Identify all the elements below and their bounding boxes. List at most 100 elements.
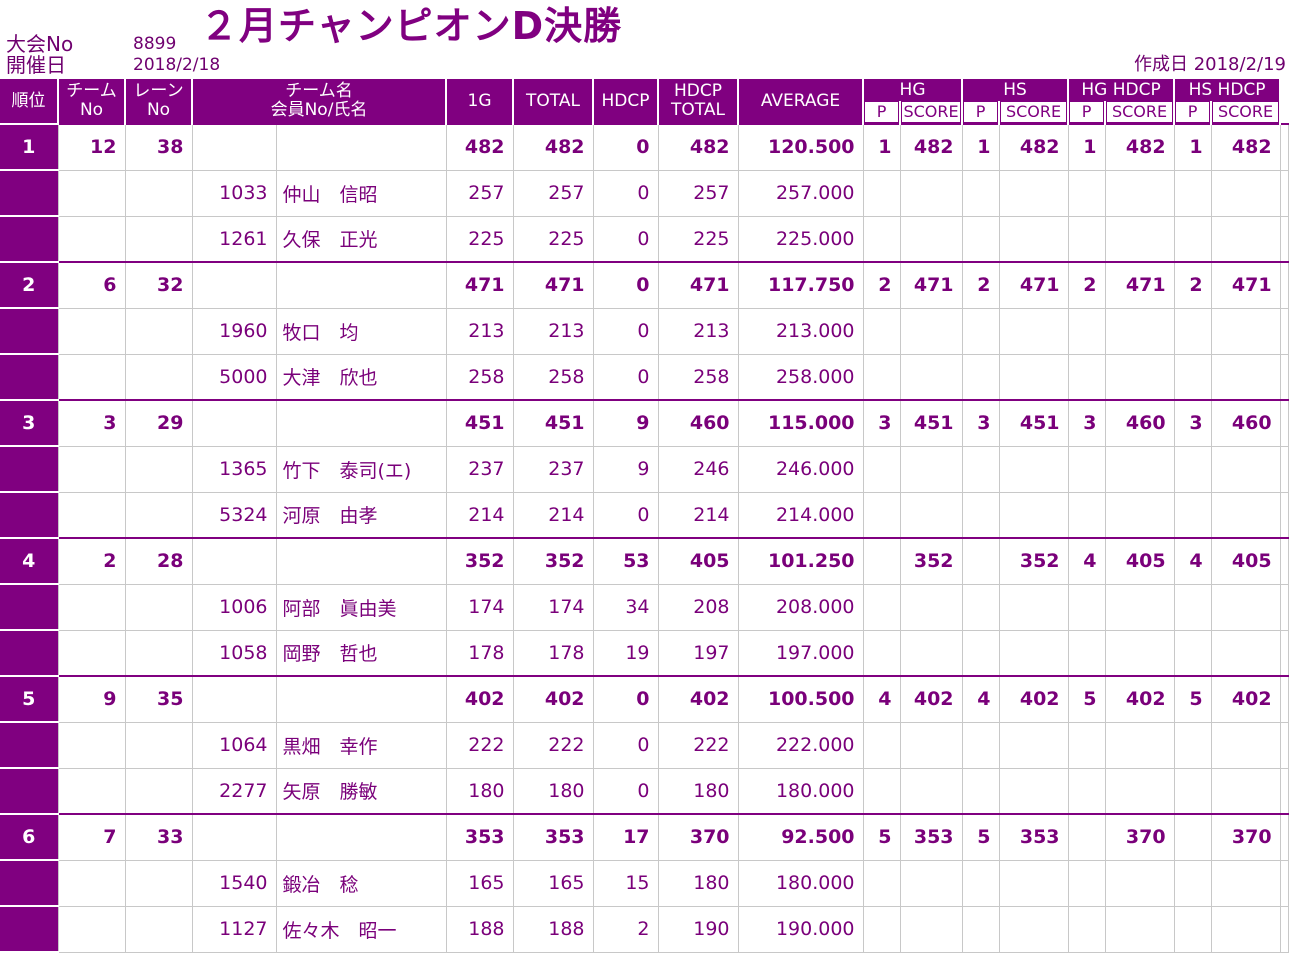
member-no-cell: 1006 [191, 583, 277, 631]
empty-cell [899, 629, 963, 677]
total-cell: 258 [512, 353, 594, 401]
member-row: 1960 牧口 均 213 213 0 213 213.000 [0, 307, 1289, 355]
team-no-cell [57, 169, 126, 217]
total-cell: 482 [512, 123, 594, 171]
col-hsh-p: P [1173, 101, 1212, 124]
average-cell: 180.000 [737, 859, 864, 907]
member-name-cell: 佐々木 昭一 [275, 905, 447, 953]
empty-cell [1067, 905, 1106, 953]
team-no-cell: 7 [57, 813, 126, 861]
empty-cell [1210, 767, 1281, 815]
member-no-cell [191, 261, 277, 309]
team-no-cell: 3 [57, 399, 126, 447]
average-cell: 92.500 [737, 813, 864, 861]
col-hgh-score: SCORE [1104, 101, 1175, 124]
hg-hdcp-p-cell: 2 [1067, 261, 1106, 309]
col-team-name: チーム名 会員No/氏名 [190, 79, 447, 124]
total-cell: 471 [512, 261, 594, 309]
member-no-cell: 1058 [191, 629, 277, 677]
empty-cell [998, 721, 1069, 769]
empty-cell [998, 491, 1069, 539]
empty-cell [862, 905, 901, 953]
member-name-cell: 黒畑 幸作 [275, 721, 447, 769]
col-hg-p: P [862, 101, 901, 124]
event-date: 2018/2/18 [133, 55, 221, 75]
empty-cell [862, 721, 901, 769]
col-lane-no: レーン No [124, 79, 192, 124]
col-hs: HS [961, 79, 1069, 101]
hs-score-cell: 482 [998, 123, 1069, 171]
empty-cell [862, 859, 901, 907]
hdcp-cell: 0 [592, 491, 659, 539]
row-tail [1279, 353, 1289, 401]
rank-cell [0, 584, 58, 631]
hdcp-cell: 0 [592, 261, 659, 309]
g1-cell: 174 [445, 583, 514, 631]
empty-cell [1210, 353, 1281, 401]
lane-no-cell [124, 307, 193, 355]
total-cell: 180 [512, 767, 594, 815]
empty-cell [1210, 491, 1281, 539]
g1-cell: 178 [445, 629, 514, 677]
hs-hdcp-score-cell: 370 [1210, 813, 1281, 861]
empty-cell [961, 491, 1000, 539]
total-cell: 353 [512, 813, 594, 861]
total-cell: 165 [512, 859, 594, 907]
hs-score-cell: 353 [998, 813, 1069, 861]
rank-cell [0, 216, 58, 263]
team-no-cell [57, 215, 126, 263]
empty-cell [1067, 859, 1106, 907]
hs-hdcp-score-cell: 402 [1210, 675, 1281, 723]
member-row: 1058 岡野 哲也 178 178 19 197 197.000 [0, 629, 1289, 677]
col-hs-score: SCORE [998, 101, 1069, 124]
row-tail [1279, 767, 1289, 815]
total-cell: 352 [512, 537, 594, 585]
member-no-cell: 5324 [191, 491, 277, 539]
empty-cell [998, 767, 1069, 815]
hg-hdcp-p-cell: 1 [1067, 123, 1106, 171]
hs-p-cell [961, 537, 1000, 585]
average-cell: 246.000 [737, 445, 864, 493]
member-no-cell [191, 813, 277, 861]
empty-cell [1104, 307, 1175, 355]
hg-score-cell: 353 [899, 813, 963, 861]
col-hg: HG [862, 79, 963, 101]
empty-cell [1067, 445, 1106, 493]
member-no-cell: 1365 [191, 445, 277, 493]
hs-p-cell: 2 [961, 261, 1000, 309]
empty-cell [899, 169, 963, 217]
hdcp-total-cell: 180 [657, 859, 739, 907]
g1-cell: 352 [445, 537, 514, 585]
empty-cell [1067, 215, 1106, 263]
hdcp-cell: 0 [592, 307, 659, 355]
empty-cell [862, 629, 901, 677]
hdcp-total-cell: 482 [657, 123, 739, 171]
row-tail [1279, 675, 1289, 723]
rank-cell [0, 768, 58, 815]
g1-cell: 188 [445, 905, 514, 953]
empty-cell [1104, 767, 1175, 815]
team-row: 2 6 32 471 471 0 471 117.750 2 471 2 471 2 471 2 471 [0, 261, 1289, 309]
team-no-cell [57, 307, 126, 355]
lane-no-cell: 28 [124, 537, 193, 585]
empty-cell [899, 307, 963, 355]
lane-no-cell [124, 491, 193, 539]
g1-cell: 165 [445, 859, 514, 907]
rank-cell [0, 860, 58, 907]
team-no-cell [57, 583, 126, 631]
total-cell: 178 [512, 629, 594, 677]
team-no-cell [57, 491, 126, 539]
g1-cell: 257 [445, 169, 514, 217]
empty-cell [862, 491, 901, 539]
row-tail [1279, 905, 1289, 953]
empty-cell [1173, 353, 1212, 401]
empty-cell [1067, 767, 1106, 815]
member-row: 1064 黒畑 幸作 222 222 0 222 222.000 [0, 721, 1289, 769]
hg-hdcp-score-cell: 370 [1104, 813, 1175, 861]
row-tail [1279, 537, 1289, 585]
hs-score-cell: 451 [998, 399, 1069, 447]
hdcp-total-cell: 471 [657, 261, 739, 309]
hdcp-cell: 15 [592, 859, 659, 907]
member-no-cell: 1064 [191, 721, 277, 769]
hdcp-cell: 0 [592, 675, 659, 723]
